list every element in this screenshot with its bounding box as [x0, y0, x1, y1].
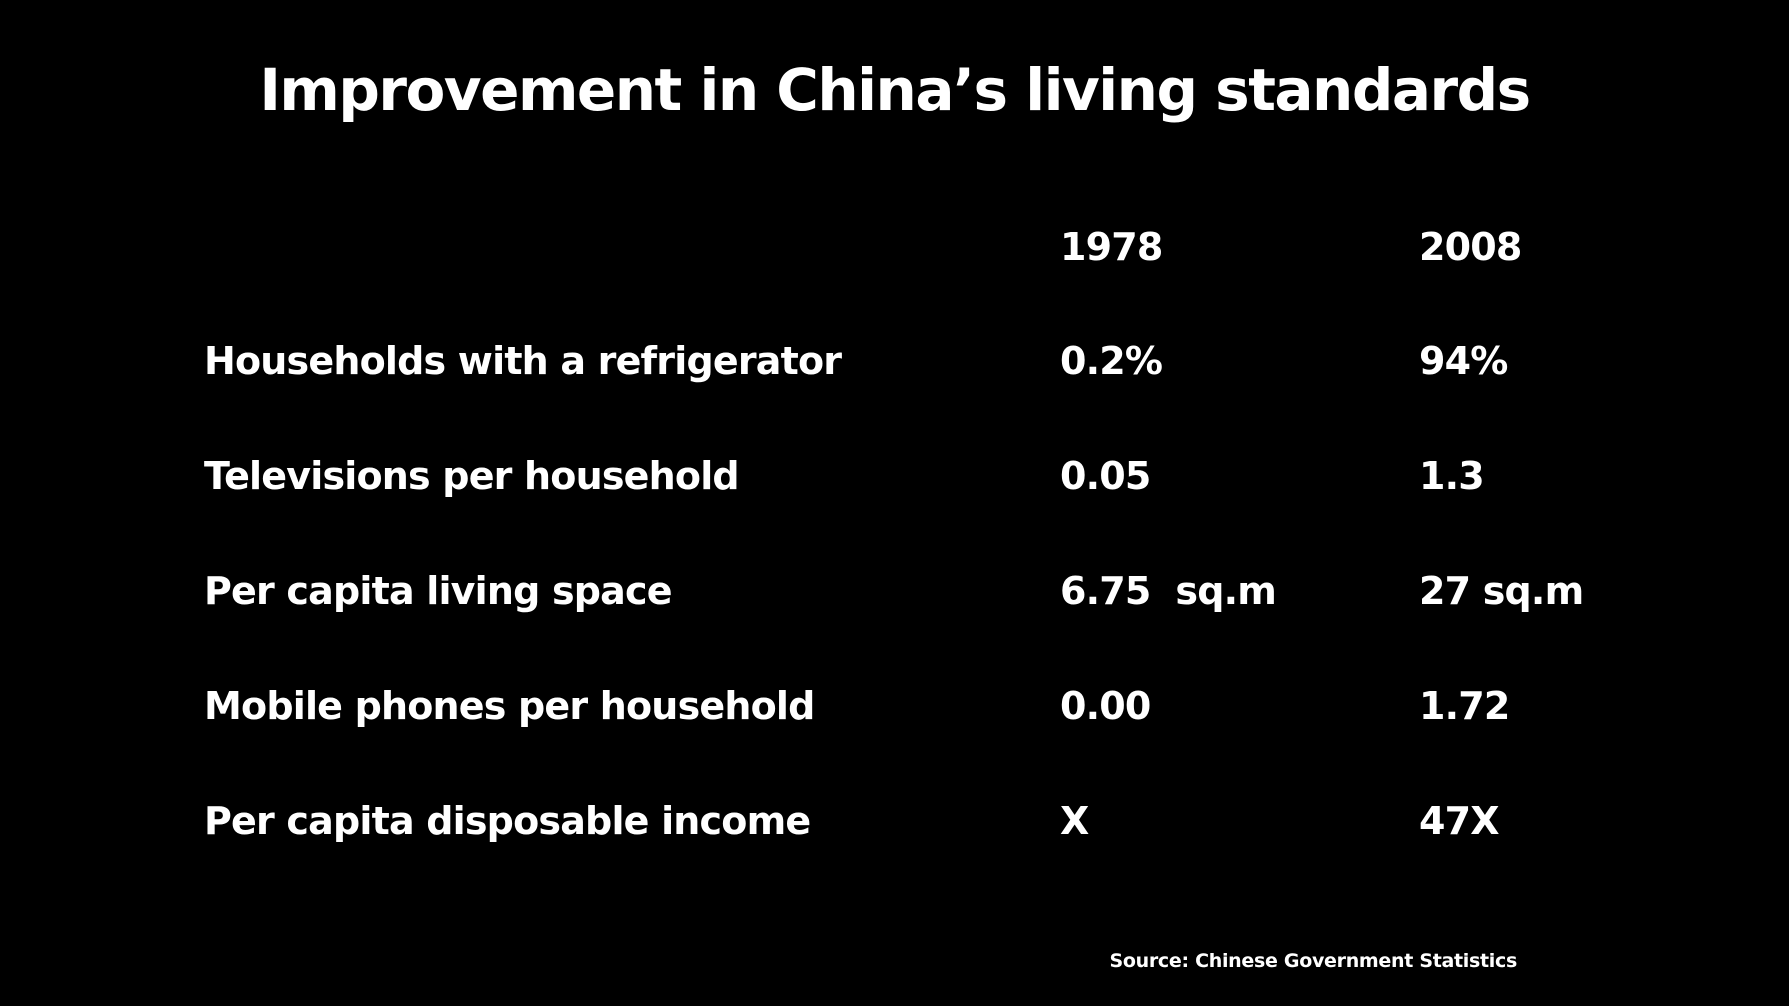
table-header-row: 1978 2008	[0, 222, 1789, 272]
value-1978: 6.75 sq.m	[1060, 569, 1277, 613]
row-label: Per capita disposable income	[204, 799, 811, 843]
value-2008: 1.3	[1419, 454, 1485, 498]
row-label: Per capita living space	[204, 569, 673, 613]
value-2008: 94%	[1419, 339, 1508, 383]
value-2008: 27 sq.m	[1419, 569, 1584, 613]
table-row: Per capita disposable income X 47X	[0, 796, 1789, 846]
table-row: Per capita living space 6.75 sq.m 27 sq.…	[0, 566, 1789, 616]
column-header-1978: 1978	[1060, 225, 1163, 269]
table-row: Households with a refrigerator 0.2% 94%	[0, 336, 1789, 386]
row-label: Households with a refrigerator	[204, 339, 842, 383]
table-row: Televisions per household 0.05 1.3	[0, 451, 1789, 501]
row-label: Mobile phones per household	[204, 684, 815, 728]
source-citation: Source: Chinese Government Statistics	[1109, 950, 1518, 972]
value-2008: 1.72	[1419, 684, 1510, 728]
row-label: Televisions per household	[204, 454, 740, 498]
slide-title: Improvement in China’s living standards	[259, 56, 1531, 124]
value-2008: 47X	[1419, 799, 1500, 843]
column-header-2008: 2008	[1419, 225, 1522, 269]
value-1978: 0.2%	[1060, 339, 1163, 383]
table-row: Mobile phones per household 0.00 1.72	[0, 681, 1789, 731]
value-1978: 0.05	[1060, 454, 1151, 498]
value-1978: 0.00	[1060, 684, 1151, 728]
value-1978: X	[1060, 799, 1089, 843]
